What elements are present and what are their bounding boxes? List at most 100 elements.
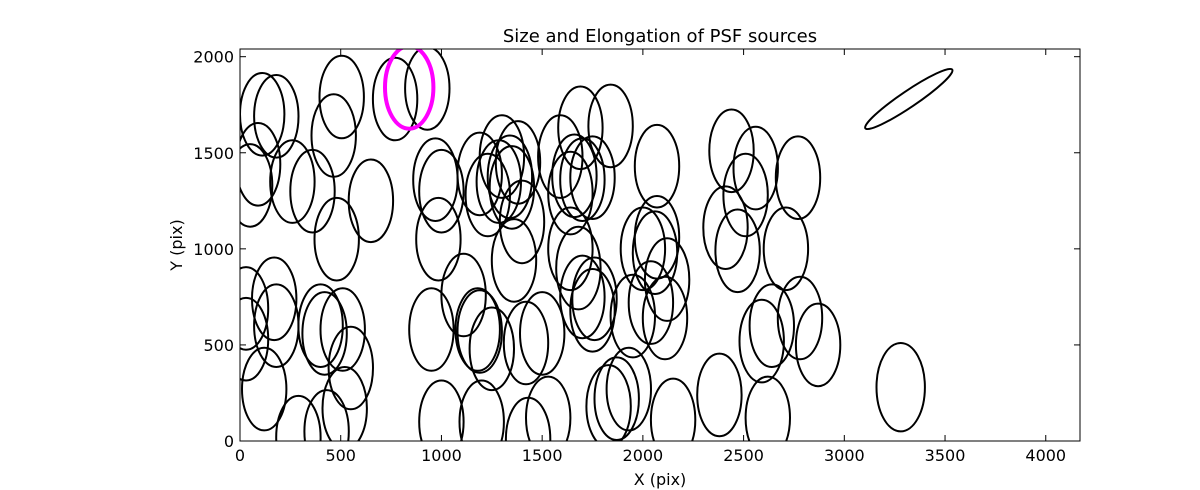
source-ellipse-11 (313, 196, 360, 282)
source-ellipse-60 (609, 273, 656, 359)
source-ellipse-85 (864, 67, 954, 131)
y-tick-label: 500 (203, 336, 234, 355)
source-ellipse-44 (732, 125, 779, 211)
source-ellipse-77 (327, 325, 374, 411)
source-ellipse-68 (418, 379, 465, 441)
source-ellipse-41 (627, 260, 675, 345)
source-ellipse-45 (722, 152, 769, 238)
y-tick-label: 0 (224, 432, 234, 451)
source-ellipse-56 (649, 377, 697, 441)
source-ellipse-18 (486, 134, 534, 220)
source-ellipse-29 (587, 83, 634, 169)
x-tick-label: 3000 (824, 446, 865, 465)
source-ellipse-80 (303, 389, 350, 441)
source-ellipse-26 (559, 137, 606, 222)
ellipse-layer (240, 49, 954, 441)
source-ellipse-27 (569, 135, 616, 220)
source-ellipse-22 (498, 179, 546, 265)
source-ellipse-34 (559, 254, 606, 340)
source-ellipse-53 (794, 302, 842, 388)
source-ellipse-6 (240, 122, 282, 207)
source-ellipse-51 (738, 298, 785, 384)
x-tick-label: 2000 (623, 446, 664, 465)
source-ellipse-55 (744, 375, 791, 441)
source-ellipse-39 (631, 210, 679, 295)
y-tick-label: 2000 (193, 48, 234, 67)
y-tick-label: 1000 (193, 240, 234, 259)
source-ellipse-42 (641, 275, 689, 361)
y-axis: 0 500 1000 1500 2000 (193, 48, 1080, 451)
x-axis: 0 500 1000 1500 2000 2500 3000 3500 4000 (235, 49, 1066, 465)
source-ellipse-1 (253, 74, 300, 159)
chart-title: Size and Elongation of PSF sources (503, 26, 817, 47)
source-ellipse-2 (318, 54, 365, 140)
source-ellipse-35 (571, 256, 618, 342)
source-ellipse-69 (458, 379, 505, 441)
source-ellipse-24 (537, 114, 584, 199)
source-ellipse-61 (519, 291, 566, 376)
y-axis-title: Y (pix) (167, 219, 186, 271)
highlight-source-ellipse (383, 49, 436, 131)
source-ellipse-81 (275, 394, 322, 441)
source-ellipse-79 (321, 366, 368, 441)
source-ellipse-15 (456, 131, 503, 217)
source-ellipse-10 (347, 158, 395, 244)
source-ellipse-83 (240, 296, 270, 382)
x-tick-label: 1500 (522, 446, 563, 465)
source-ellipse-9 (289, 148, 336, 234)
source-ellipse-67 (408, 287, 455, 372)
source-ellipse-43 (708, 108, 755, 194)
source-ellipse-5 (404, 49, 451, 131)
source-ellipse-14 (415, 196, 462, 282)
source-ellipse-84 (875, 342, 926, 433)
x-tick-label: 3500 (925, 446, 966, 465)
source-ellipse-13 (418, 148, 465, 234)
source-ellipse-37 (619, 206, 667, 292)
source-ellipse-25 (551, 133, 598, 219)
source-ellipse-54 (696, 352, 743, 438)
x-tick-label: 500 (325, 446, 356, 465)
source-ellipse-78 (241, 346, 288, 432)
source-ellipse-4 (371, 56, 419, 142)
x-axis-title: X (pix) (634, 470, 687, 489)
source-ellipse-52 (776, 275, 824, 361)
source-ellipse-63 (456, 289, 503, 374)
source-ellipse-36 (569, 268, 616, 353)
source-ellipse-70 (525, 375, 572, 441)
source-ellipse-21 (494, 120, 542, 205)
x-tick-label: 2500 (723, 446, 764, 465)
plot-frame (239, 48, 1081, 442)
source-ellipse-28 (547, 150, 594, 236)
source-ellipse-7 (240, 143, 274, 228)
source-ellipse-49 (762, 206, 810, 292)
source-ellipse-57 (605, 346, 652, 432)
source-ellipse-23 (490, 218, 538, 303)
source-ellipse-50 (748, 283, 795, 369)
source-ellipse-74 (297, 283, 344, 369)
source-ellipse-59 (585, 364, 632, 441)
source-ellipse-76 (319, 287, 366, 372)
x-tick-label: 1000 (421, 446, 462, 465)
source-ellipse-46 (774, 135, 822, 220)
source-ellipse-58 (593, 356, 640, 441)
source-ellipse-64 (468, 306, 515, 392)
source-ellipse-32 (547, 206, 594, 292)
source-ellipse-8 (269, 139, 316, 224)
source-ellipse-40 (643, 237, 691, 322)
source-ellipse-47 (702, 185, 749, 270)
source-ellipse-75 (301, 291, 348, 376)
source-ellipse-30 (633, 123, 681, 209)
source-ellipse-62 (502, 300, 550, 386)
source-ellipse-48 (714, 208, 761, 294)
x-tick-label: 4000 (1025, 446, 1066, 465)
source-ellipse-33 (555, 225, 602, 311)
x-tick-label: 0 (235, 446, 245, 465)
source-ellipse-71 (504, 396, 552, 441)
source-ellipse-65 (454, 287, 501, 372)
source-ellipse-31 (557, 85, 604, 171)
source-ellipse-66 (440, 252, 487, 338)
y-tick-label: 1500 (193, 144, 234, 163)
source-ellipse-82 (240, 266, 270, 351)
source-ellipse-20 (464, 152, 511, 238)
